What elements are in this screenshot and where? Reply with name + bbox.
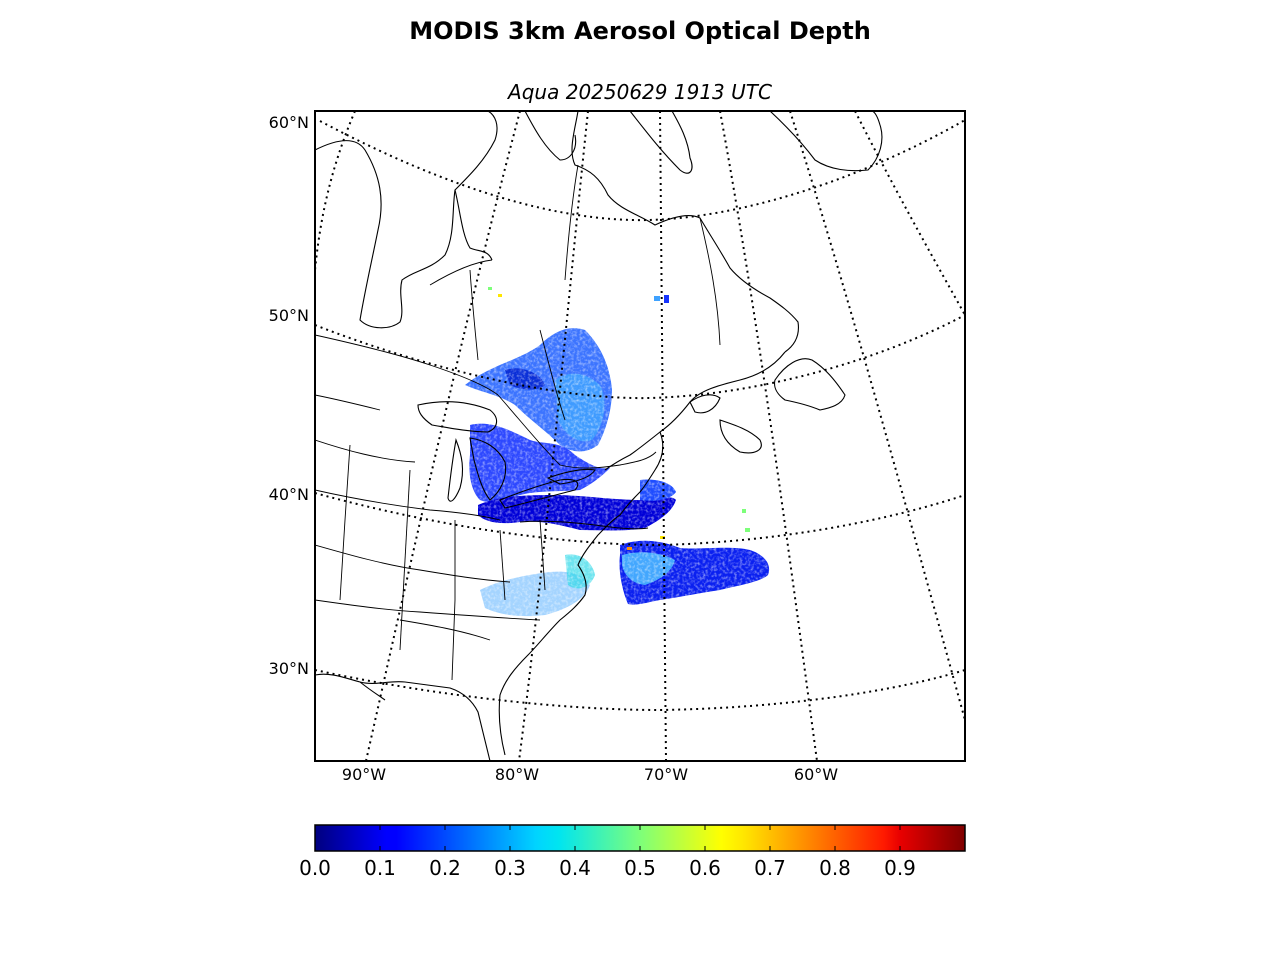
lat-label-30: 30°N [269, 659, 309, 678]
lat-labels: 60°N 50°N 40°N 30°N [269, 113, 309, 678]
colorbar-label-3: 0.3 [494, 856, 526, 880]
aod-swath [440, 280, 800, 630]
lat-label-50: 50°N [269, 306, 309, 325]
lon-label-60: 60°W [794, 765, 838, 784]
figure-title: MODIS 3km Aerosol Optical Depth [409, 17, 871, 45]
lon-label-80: 80°W [495, 765, 539, 784]
lon-label-90: 90°W [342, 765, 386, 784]
coastlines [315, 111, 883, 761]
colorbar-label-7: 0.7 [754, 856, 786, 880]
colorbar-label-4: 0.4 [559, 856, 591, 880]
colorbar-label-2: 0.2 [429, 856, 461, 880]
colorbar: 0.0 0.1 0.2 0.3 0.4 0.5 0.6 0.7 0.8 0.9 [299, 824, 966, 880]
map-subtitle: Aqua 20250629 1913 UTC [506, 80, 772, 104]
graticule [315, 111, 965, 761]
lon-labels: 90°W 80°W 70°W 60°W [342, 765, 838, 784]
colorbar-labels: 0.0 0.1 0.2 0.3 0.4 0.5 0.6 0.7 0.8 0.9 [299, 856, 916, 880]
colorbar-label-5: 0.5 [624, 856, 656, 880]
colorbar-label-9: 0.9 [884, 856, 916, 880]
colorbar-label-8: 0.8 [819, 856, 851, 880]
lat-label-40: 40°N [269, 485, 309, 504]
borders [315, 164, 721, 681]
colorbar-ticks [314, 825, 901, 851]
colorbar-label-6: 0.6 [689, 856, 721, 880]
lon-label-70: 70°W [644, 765, 688, 784]
lat-label-60: 60°N [269, 113, 309, 132]
map-frame [314, 110, 966, 762]
colorbar-label-1: 0.1 [364, 856, 396, 880]
colorbar-label-0: 0.0 [299, 856, 331, 880]
map-panel [315, 111, 965, 761]
